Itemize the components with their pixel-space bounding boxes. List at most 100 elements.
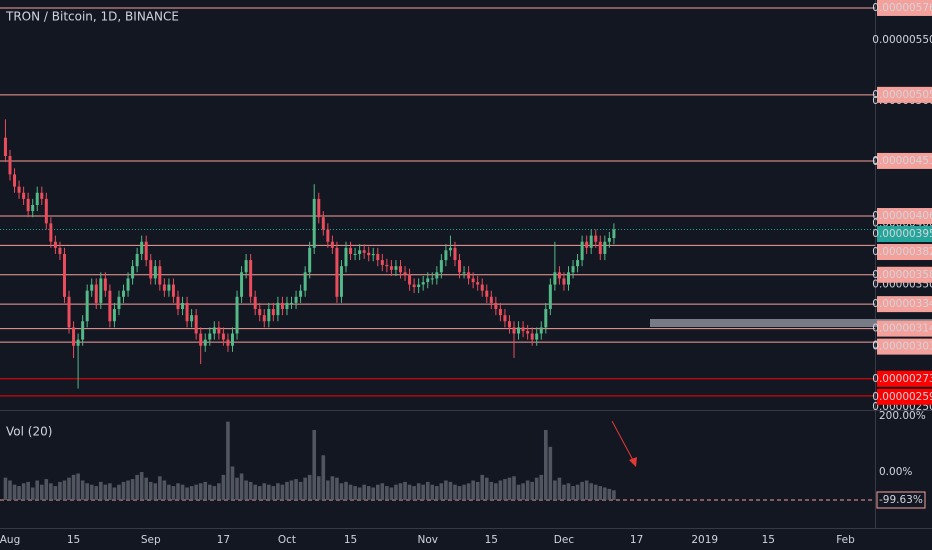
candle-body [394,266,398,270]
candle-body [403,272,407,275]
candle-body [108,290,112,322]
level-label-bg [877,370,932,387]
candle-body [412,284,416,287]
level-label-bg [877,0,932,16]
candle-body [158,266,162,285]
candle-body [249,260,253,297]
highlight-bar [650,319,932,327]
volume-bar [521,483,525,500]
x-tick-label: 15 [485,534,498,546]
volume-bar [267,484,271,500]
candle-body [494,302,498,310]
candle-body [498,309,502,316]
volume-bar [253,484,257,500]
candle-body [176,296,180,310]
candle-body [544,309,548,328]
candle-body [262,315,266,322]
volume-bar [226,421,230,500]
candle-body [81,321,85,340]
volume-bar [421,484,425,500]
volume-bar [430,484,435,500]
last-price-label-bg [877,226,932,243]
candle-body [548,284,552,310]
candle-body [267,309,271,322]
candle-body [389,266,393,270]
candle-body [31,205,35,212]
candle-body [244,260,248,273]
candle-body [317,198,321,218]
volume-bar [262,483,267,500]
candle-body [22,192,26,199]
candle-body [512,327,516,334]
volume-bar [380,483,385,500]
volume-bar [99,481,103,500]
candle-body [58,247,62,254]
volume-bar [257,486,262,500]
volume-tick-label: 0.00% [879,466,912,478]
candle-body [144,241,148,261]
volume-bar [12,484,17,500]
candle-body [535,333,539,340]
x-tick-label: Aug [0,534,20,546]
volume-bar [321,455,326,500]
x-tick-label: Dec [554,534,575,546]
volume-bar [289,480,294,500]
volume-bar [167,484,171,500]
volume-bar [330,476,335,500]
volume-bar [371,487,376,500]
candle-body [408,274,412,285]
volume-bar [412,486,416,500]
volume-bar [185,487,189,500]
level-label: 0.00000406 [872,210,932,222]
volume-bar [121,481,126,500]
volume-bar [335,477,339,500]
candle-body [489,296,493,303]
candle-body [271,309,275,316]
volume-bar [294,479,298,500]
candle-body [380,260,384,265]
candle-body [607,238,611,242]
candle-body [480,284,484,291]
volume-bar [148,481,153,500]
candle-body [362,250,366,253]
volume-bar [244,480,248,500]
volume-tick-label: 200.00% [879,410,926,422]
volume-bar [80,480,85,500]
volume-bar [303,477,307,500]
candle-body [539,327,543,334]
volume-bar [207,484,212,500]
candle-body [567,272,571,285]
candle-body [67,296,71,328]
volume-bar [543,430,548,500]
candle-body [240,272,244,297]
x-tick-label: Sep [141,534,161,546]
volume-bar [26,481,30,500]
candle-body [167,284,171,291]
candle-body [503,315,507,322]
candle-body [235,296,239,334]
candle-body [507,321,511,328]
level-label-bg [877,266,932,283]
candle-body [476,282,480,285]
volume-bar [498,480,503,500]
candle-body [385,264,389,267]
x-tick-label: Oct [278,534,296,546]
candle-body [521,327,525,332]
candle-body [471,278,475,283]
volume-bar [471,480,475,500]
volume-bar [398,483,403,500]
volume-bar [49,483,53,500]
candle-body [562,278,566,285]
candle-body [571,266,575,273]
volume-bar [416,483,421,500]
candle-body [598,241,602,254]
volume-bar [344,481,348,500]
volume-bar [534,477,539,500]
volume-bar [30,487,35,500]
candle-body [421,282,425,285]
level-label-bg [877,338,932,355]
volume-bar [580,481,584,500]
volume-bar [553,480,557,500]
candle-body [35,192,39,205]
